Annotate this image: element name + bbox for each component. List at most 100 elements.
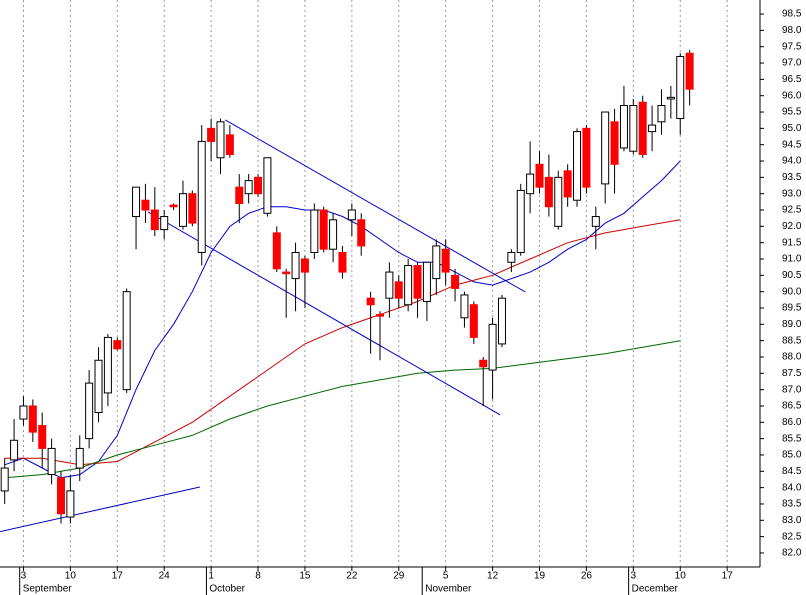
- candle-body: [544, 176, 553, 208]
- line: [4, 340, 681, 479]
- candle-body: [432, 245, 441, 280]
- candle-body: [469, 304, 478, 338]
- candle-body: [178, 193, 187, 227]
- candle-body: [582, 127, 591, 188]
- y-tick-label: 98.5: [782, 9, 802, 20]
- y-tick-label: 92.5: [782, 205, 802, 216]
- y-tick-label: 85.0: [782, 450, 802, 461]
- y-tick-label: 82.5: [782, 531, 802, 542]
- y-tick-label: 94.0: [782, 156, 802, 167]
- candle-body: [10, 439, 19, 461]
- month-label: November: [425, 584, 472, 595]
- candle-body: [404, 265, 413, 306]
- candle-body: [225, 134, 234, 155]
- y-tick-label: 87.0: [782, 384, 802, 395]
- x-tick-label: 29: [393, 571, 405, 582]
- y-tick-label: 92.0: [782, 221, 802, 232]
- candle-body: [610, 121, 619, 165]
- line: [4, 219, 681, 466]
- candle-body: [188, 193, 197, 224]
- candle-body: [573, 131, 582, 201]
- x-tick-label: 15: [299, 571, 311, 582]
- y-tick-label: 98.0: [782, 25, 802, 36]
- candle-body: [94, 359, 103, 414]
- candle-body: [319, 209, 328, 250]
- y-tick-label: 86.0: [782, 417, 802, 428]
- candle-body: [507, 251, 516, 263]
- candle-body: [497, 297, 506, 345]
- candle-body: [19, 405, 28, 420]
- candle-body: [207, 127, 216, 142]
- candle-body: [554, 176, 563, 227]
- line: [224, 119, 526, 293]
- candle-body: [413, 265, 422, 299]
- candle-body: [282, 271, 291, 275]
- candle-body: [422, 261, 431, 302]
- candle-body: [460, 294, 469, 319]
- candle-body: [488, 323, 497, 371]
- line: [0, 486, 201, 533]
- candle-body: [385, 271, 394, 299]
- candle-body: [169, 204, 178, 208]
- x-tick-label: 10: [65, 571, 77, 582]
- y-tick-label: 95.0: [782, 123, 802, 134]
- y-tick-label: 96.5: [782, 74, 802, 85]
- candle-body: [122, 291, 131, 391]
- y-tick-label: 82.0: [782, 548, 802, 559]
- candle-body: [141, 199, 150, 211]
- candle-body: [150, 209, 159, 231]
- y-tick-label: 89.0: [782, 319, 802, 330]
- line: [147, 211, 501, 416]
- month-label: October: [209, 584, 245, 595]
- candle-body: [244, 180, 253, 195]
- y-tick-label: 84.0: [782, 482, 802, 493]
- candle-body: [619, 104, 628, 149]
- x-tick-label: 8: [255, 571, 261, 582]
- x-tick-label: 3: [631, 571, 637, 582]
- y-tick-label: 91.5: [782, 237, 802, 248]
- candle-body: [113, 340, 122, 350]
- candle-body: [648, 124, 657, 133]
- candle-body: [310, 209, 319, 253]
- candle-body: [366, 297, 375, 306]
- candle-body: [28, 405, 37, 433]
- candle-body: [535, 163, 544, 188]
- y-tick-label: 90.0: [782, 286, 802, 297]
- candle-body: [216, 121, 225, 159]
- candle-body: [685, 52, 694, 90]
- candle-body: [329, 219, 338, 250]
- x-tick-label: 17: [722, 571, 734, 582]
- y-tick-label: 89.5: [782, 303, 802, 314]
- candle-body: [441, 248, 450, 273]
- x-tick-label: 12: [487, 571, 499, 582]
- candle-body: [263, 157, 272, 214]
- candle-body: [272, 232, 281, 270]
- y-tick-label: 93.5: [782, 172, 802, 183]
- candle-body: [132, 186, 141, 218]
- candle-body: [66, 490, 75, 518]
- y-tick-label: 91.0: [782, 254, 802, 265]
- candle-body: [591, 216, 600, 227]
- candle-body: [235, 186, 244, 204]
- candle-body: [563, 170, 572, 198]
- candle-body: [38, 425, 47, 449]
- candle-body: [376, 314, 384, 317]
- candle-body: [516, 189, 525, 253]
- y-tick-label: 88.0: [782, 352, 802, 363]
- candle-body: [451, 274, 460, 289]
- candle-body: [629, 104, 638, 152]
- y-tick-label: 95.5: [782, 107, 802, 118]
- x-tick-label: 3: [21, 571, 27, 582]
- y-tick-label: 85.5: [782, 433, 802, 444]
- candle-body: [338, 251, 347, 273]
- y-tick-label: 86.5: [782, 401, 802, 412]
- candle-body: [160, 216, 169, 231]
- candle-body: [254, 176, 263, 195]
- candle-body: [638, 101, 647, 155]
- y-tick-label: 84.5: [782, 466, 802, 477]
- y-tick-label: 93.0: [782, 188, 802, 199]
- x-tick-label: 10: [675, 571, 687, 582]
- candle-body: [197, 140, 206, 253]
- month-label: December: [632, 584, 679, 595]
